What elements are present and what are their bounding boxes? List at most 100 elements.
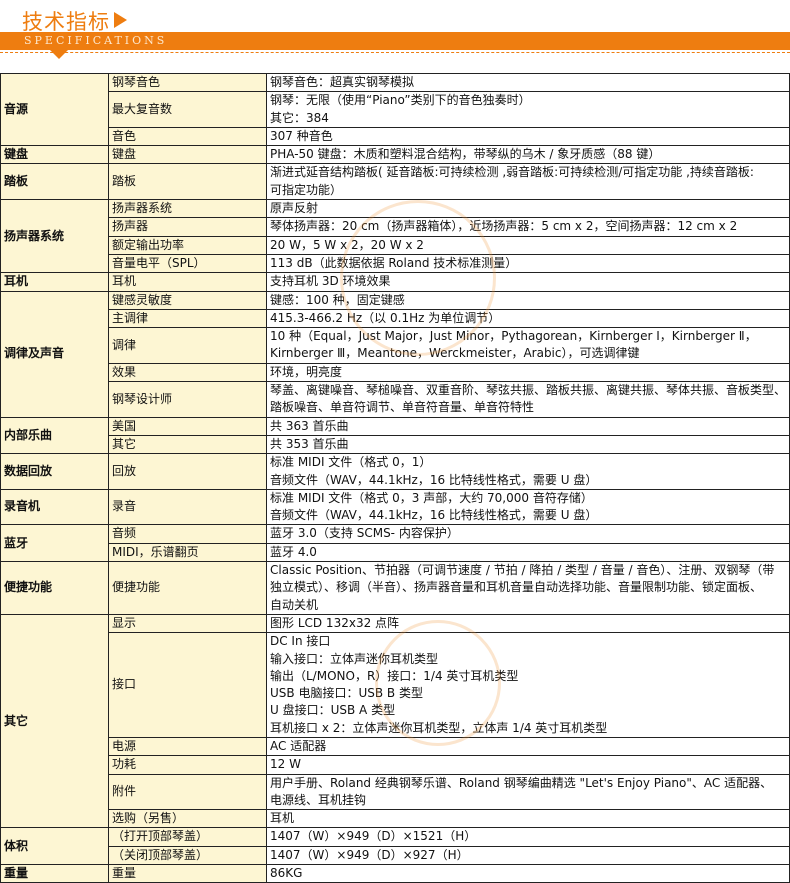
category-cell: 扬声器系统	[0, 199, 109, 274]
table-row: 调律 10 种（Equal，Just Major，Just Minor，Pytha…	[1, 327, 790, 364]
spec-value-cell: 1407（W）×949（D）×1521（H）	[266, 827, 790, 847]
spec-name-cell: 显示	[108, 613, 267, 634]
spec-name-cell: 踏板	[108, 163, 267, 201]
table-row: 数据回放 回放 标准 MIDI 文件（格式 0，1） 音频文件（WAV，44.1kH…	[0, 453, 790, 490]
table-row: 选购（另售） 耳机	[1, 809, 790, 829]
spec-value-cell: 蓝牙 3.0（支持 SCMS- 内容保护）	[266, 524, 790, 544]
spec-value-cell: 86KG	[266, 864, 790, 883]
table-row: 效果 环境，明亮度	[1, 362, 790, 383]
spec-name-cell: （关闭顶部琴盖）	[108, 845, 267, 866]
table-row: 音色 307 种音色	[1, 126, 790, 147]
spec-value-cell: 耳机	[266, 809, 790, 829]
table-row: 耳机 耳机 支持耳机 3D 环境效果	[0, 272, 790, 292]
dashed-divider	[0, 52, 790, 53]
spec-value-cell: 蓝牙 4.0	[266, 542, 790, 563]
category-cell: 调律及声音	[0, 290, 109, 418]
spec-name-cell: 调律	[108, 327, 267, 364]
spec-value-cell: 标准 MIDI 文件（格式 0，1） 音频文件（WAV，44.1kHz，16 比…	[266, 453, 790, 490]
table-row: 功耗 12 W	[1, 755, 790, 775]
spec-name-cell: 音量电平（SPL）	[108, 253, 267, 274]
spec-value-cell: 415.3-466.2 Hz（以 0.1Hz 为单位调节）	[266, 308, 790, 329]
spec-name-cell: 主调律	[108, 308, 267, 329]
spec-name-cell: 音频	[108, 524, 267, 544]
category-cell: 内部乐曲	[0, 416, 109, 455]
spec-value-cell: 用户手册、Roland 经典钢琴乐谱、Roland 钢琴编曲精选 "Let's …	[266, 773, 790, 811]
spec-value-cell: 12 W	[266, 755, 790, 775]
spec-name-cell: 最大复音数	[108, 91, 267, 128]
table-row: 扬声器 琴体扬声器：20 cm（扬声器箱体），近场扬声器：5 cm x 2，空间扬…	[1, 217, 790, 237]
table-row: 内部乐曲 美国共 363 首乐曲	[0, 416, 790, 455]
spec-name-cell: 附件	[108, 773, 267, 811]
spec-name-cell: 钢琴音色	[108, 72, 267, 93]
spec-value-cell: 琴盖、离键噪音、琴槌噪音、双重音阶、琴弦共振、踏板共振、离键共振、琴体共振、音板…	[266, 381, 790, 418]
table-row: 音源 钢琴音色 钢琴音色：超真实钢琴模拟	[0, 72, 790, 147]
category-cell: 踏板	[0, 163, 109, 201]
table-row: 其它 显示 图形 LCD 132x32 点阵	[0, 613, 790, 829]
table-row: 音量电平（SPL） 113 dB（此数据依据 Roland 技术标准测量）	[1, 253, 790, 274]
spec-name-cell: 重量	[108, 864, 267, 883]
category-cell: 其它	[0, 613, 109, 829]
category-cell: 便捷功能	[0, 561, 109, 615]
spec-value-cell: 原声反射	[266, 199, 790, 219]
spec-value-cell: AC 适配器	[266, 736, 790, 757]
table-row: 接口 DC In 接口 输入接口：立体声迷你耳机类型 输出（L/MONO，R）接口…	[1, 632, 790, 738]
table-row: 踏板 踏板 渐进式延音结构踏板( 延音踏板:可持续检测 ,弱音踏板:可持续检测/可指…	[0, 163, 790, 201]
spec-table: 音源 钢琴音色 钢琴音色：超真实钢琴模拟 最大复音数 钢琴：无限（使用“Piano”类别…	[0, 72, 790, 883]
category-cell: 录音机	[0, 488, 109, 526]
table-row: 键盘 键盘 PHA-50 键盘：木质和塑料混合结构，带琴纵的乌木 / 象牙质感（88…	[0, 145, 790, 165]
spec-value-cell: 环境，明亮度	[266, 362, 790, 383]
table-row: 钢琴设计师 琴盖、离键噪音、琴槌噪音、双重音阶、琴弦共振、踏板共振、离键共振、琴体…	[1, 381, 790, 418]
table-row: 额定输出功率 20 W，5 W x 2，20 W x 2	[1, 235, 790, 255]
triangle-right-icon	[114, 12, 127, 28]
spec-value-cell: 键感：100 种，固定键感	[266, 290, 790, 310]
spec-name-cell: 其它	[108, 434, 267, 455]
category-cell: 键盘	[0, 145, 109, 165]
table-row: 最大复音数 钢琴：无限（使用“Piano”类别下的音色独奏时） 其它：384	[1, 91, 790, 128]
header-notch	[50, 50, 68, 59]
spec-value-cell: Classic Position、节拍器（可调节速度 / 节拍 / 降拍 / 类…	[266, 561, 790, 615]
spec-name-cell: 耳机	[108, 272, 267, 292]
spec-name-cell: 选购（另售）	[108, 809, 267, 829]
table-row: 附件 用户手册、Roland 经典钢琴乐谱、Roland 钢琴编曲精选 "Let'…	[1, 773, 790, 811]
spec-value-cell: 20 W，5 W x 2，20 W x 2	[266, 235, 790, 255]
spec-value-cell: 钢琴音色：超真实钢琴模拟	[266, 72, 790, 93]
spec-name-cell: 电源	[108, 736, 267, 757]
table-row: 录音机 录音 标准 MIDI 文件（格式 0，3 声部，大约 70,000 音符存储…	[0, 488, 790, 526]
spec-value-cell: 307 种音色	[266, 126, 790, 147]
table-row: 调律及声音 键感灵敏度 键感：100 种，固定键感	[0, 290, 790, 418]
spec-value-cell: 共 353 首乐曲	[266, 434, 790, 455]
spec-name-cell: 键感灵敏度	[108, 290, 267, 310]
table-row: （关闭顶部琴盖） 1407（W）×949（D）×927（H）	[1, 845, 790, 866]
table-row: 体积 （打开顶部琴盖） 1407（W）×949（D）×1521（H）	[0, 827, 790, 866]
category-cell: 耳机	[0, 272, 109, 292]
header-band	[0, 32, 790, 50]
spec-value-cell: 渐进式延音结构踏板( 延音踏板:可持续检测 ,弱音踏板:可持续检测/可指定功能 …	[266, 163, 790, 201]
spec-value-cell: 1407（W）×949（D）×927（H）	[266, 845, 790, 866]
category-cell: 体积	[0, 827, 109, 866]
section-subtitle: SPECIFICATIONS	[24, 34, 168, 47]
spec-value-cell: DC In 接口 输入接口：立体声迷你耳机类型 输出（L/MONO，R）接口：1…	[266, 632, 790, 738]
category-cell: 数据回放	[0, 453, 109, 490]
spec-value-cell: PHA-50 键盘：木质和塑料混合结构，带琴纵的乌木 / 象牙质感（88 键）	[266, 145, 790, 165]
section-title-text: 技术指标	[22, 10, 110, 34]
spec-name-cell: 额定输出功率	[108, 235, 267, 255]
table-row: 蓝牙 音频 蓝牙 3.0（支持 SCMS- 内容保护）	[0, 524, 790, 563]
spec-value-cell: 113 dB（此数据依据 Roland 技术标准测量）	[266, 253, 790, 274]
spec-name-cell: 扬声器	[108, 217, 267, 237]
spec-name-cell: 效果	[108, 362, 267, 383]
spec-value-cell: 钢琴：无限（使用“Piano”类别下的音色独奏时） 其它：384	[266, 91, 790, 128]
spec-name-cell: 美国	[108, 416, 267, 436]
table-row: 重量 重量 86KG	[0, 864, 790, 883]
spec-name-cell: 功耗	[108, 755, 267, 775]
category-cell: 音源	[0, 72, 109, 147]
spec-name-cell: 回放	[108, 453, 267, 490]
category-cell: 蓝牙	[0, 524, 109, 563]
table-row: 其它共 353 首乐曲	[1, 434, 790, 455]
spec-name-cell: 扬声器系统	[108, 199, 267, 219]
spec-value-cell: 支持耳机 3D 环境效果	[266, 272, 790, 292]
spec-name-cell: 键盘	[108, 145, 267, 165]
category-cell: 重量	[0, 864, 109, 883]
spec-name-cell: 录音	[108, 488, 267, 526]
spec-value-cell: 共 363 首乐曲	[266, 416, 790, 436]
table-row: 电源 AC 适配器	[1, 736, 790, 757]
